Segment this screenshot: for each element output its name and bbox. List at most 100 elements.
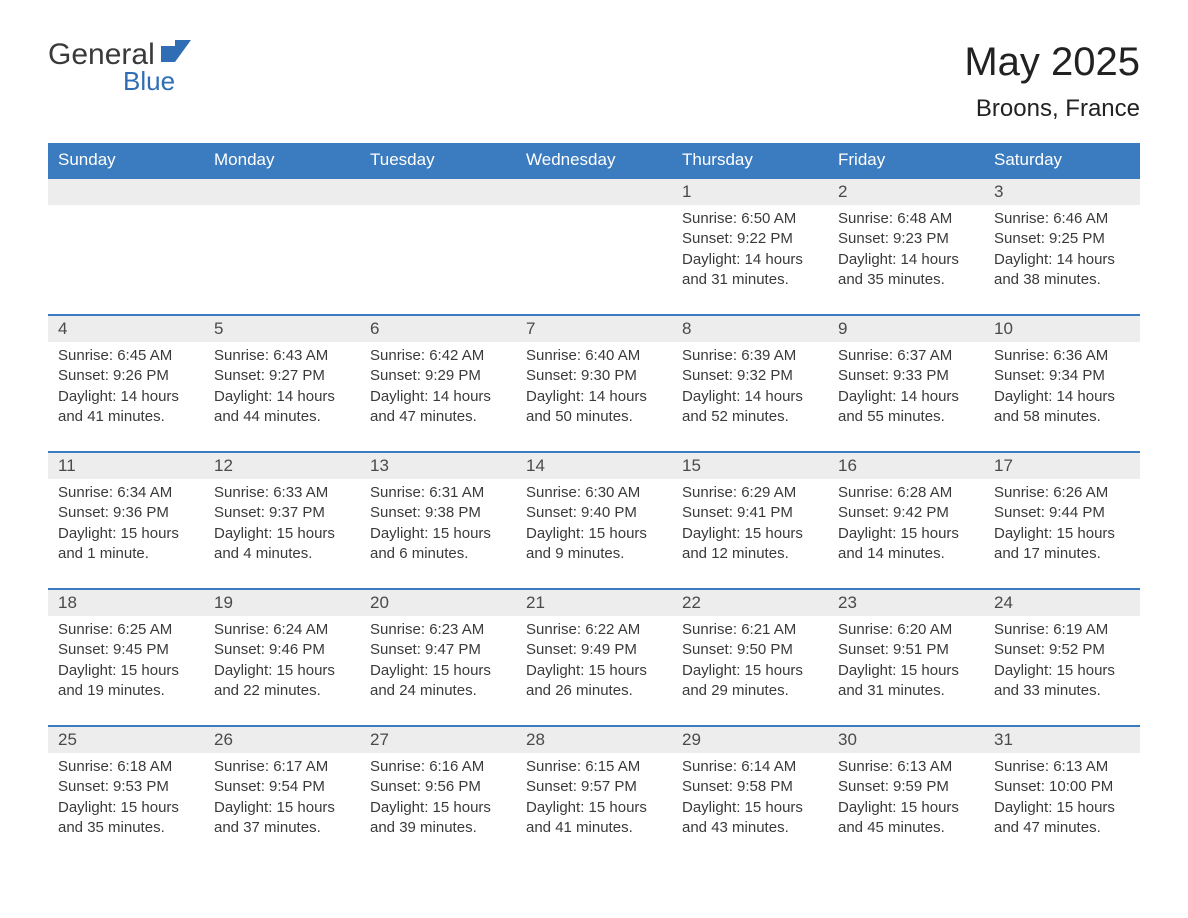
calendar-day-cell: 18Sunrise: 6:25 AMSunset: 9:45 PMDayligh… bbox=[48, 588, 204, 725]
sunset-line: Sunset: 9:49 PM bbox=[526, 640, 662, 660]
calendar-header-row: SundayMondayTuesdayWednesdayThursdayFrid… bbox=[48, 143, 1140, 177]
daylight-line: Daylight: 15 hours and 4 minutes. bbox=[214, 524, 350, 565]
calendar-day-cell: 14Sunrise: 6:30 AMSunset: 9:40 PMDayligh… bbox=[516, 451, 672, 588]
sunrise-line: Sunrise: 6:30 AM bbox=[526, 483, 662, 503]
day-number: 1 bbox=[672, 179, 828, 205]
day-content: Sunrise: 6:20 AMSunset: 9:51 PMDaylight:… bbox=[828, 620, 984, 701]
calendar-day-cell: 16 Sunrise: 6:28 AMSunset: 9:42 PMDayligh… bbox=[828, 451, 984, 588]
sunset-line: Sunset: 9:38 PM bbox=[370, 503, 506, 523]
sunrise-line: Sunrise: 6:21 AM bbox=[682, 620, 818, 640]
daylight-line: Daylight: 15 hours and 33 minutes. bbox=[994, 661, 1130, 702]
daylight-line: Daylight: 14 hours and 31 minutes. bbox=[682, 250, 818, 291]
sunset-line: Sunset: 9:59 PM bbox=[838, 777, 974, 797]
day-content: Sunrise: 6:15 AMSunset: 9:57 PMDaylight:… bbox=[516, 757, 672, 838]
sunrise-line: Sunrise: 6:18 AM bbox=[58, 757, 194, 777]
day-content: Sunrise: 6:30 AMSunset: 9:40 PMDaylight:… bbox=[516, 483, 672, 564]
calendar-day-cell: 28 Sunrise: 6:15 AMSunset: 9:57 PMDayligh… bbox=[516, 725, 672, 862]
sunset-line: Sunset: 9:23 PM bbox=[838, 229, 974, 249]
sunset-line: Sunset: 9:37 PM bbox=[214, 503, 350, 523]
sunrise-line: Sunrise: 6:16 AM bbox=[370, 757, 506, 777]
daylight-line: Daylight: 15 hours and 14 minutes. bbox=[838, 524, 974, 565]
sunset-line: Sunset: 9:26 PM bbox=[58, 366, 194, 386]
day-content: Sunrise: 6:50 AMSunset: 9:22 PMDaylight:… bbox=[672, 209, 828, 290]
sunset-line: Sunset: 9:57 PM bbox=[526, 777, 662, 797]
weekday-header: Tuesday bbox=[360, 143, 516, 177]
day-content: Sunrise: 6:48 AMSunset: 9:23 PMDaylight:… bbox=[828, 209, 984, 290]
sunset-line: Sunset: 9:51 PM bbox=[838, 640, 974, 660]
calendar-day-cell: 24Sunrise: 6:19 AMSunset: 9:52 PMDayligh… bbox=[984, 588, 1140, 725]
weekday-header: Friday bbox=[828, 143, 984, 177]
sunset-line: Sunset: 9:42 PM bbox=[838, 503, 974, 523]
sunrise-line: Sunrise: 6:45 AM bbox=[58, 346, 194, 366]
daylight-line: Daylight: 15 hours and 26 minutes. bbox=[526, 661, 662, 702]
calendar-empty-cell bbox=[204, 177, 360, 314]
sunrise-line: Sunrise: 6:31 AM bbox=[370, 483, 506, 503]
daylight-line: Daylight: 15 hours and 19 minutes. bbox=[58, 661, 194, 702]
sunset-line: Sunset: 9:54 PM bbox=[214, 777, 350, 797]
day-number: 21 bbox=[516, 590, 672, 616]
day-content: Sunrise: 6:31 AMSunset: 9:38 PMDaylight:… bbox=[360, 483, 516, 564]
sunrise-line: Sunrise: 6:36 AM bbox=[994, 346, 1130, 366]
brand-logo: General Blue bbox=[48, 40, 191, 97]
sunset-line: Sunset: 9:25 PM bbox=[994, 229, 1130, 249]
calendar-day-cell: 21 Sunrise: 6:22 AMSunset: 9:49 PMDayligh… bbox=[516, 588, 672, 725]
sunrise-line: Sunrise: 6:15 AM bbox=[526, 757, 662, 777]
day-number-bar bbox=[48, 179, 204, 205]
brand-name-part2: Blue bbox=[123, 66, 191, 97]
calendar-day-cell: 23 Sunrise: 6:20 AMSunset: 9:51 PMDayligh… bbox=[828, 588, 984, 725]
sunset-line: Sunset: 9:33 PM bbox=[838, 366, 974, 386]
day-content: Sunrise: 6:22 AMSunset: 9:49 PMDaylight:… bbox=[516, 620, 672, 701]
daylight-line: Daylight: 15 hours and 17 minutes. bbox=[994, 524, 1130, 565]
day-number: 17 bbox=[984, 453, 1140, 479]
day-number: 16 bbox=[828, 453, 984, 479]
day-content: Sunrise: 6:29 AMSunset: 9:41 PMDaylight:… bbox=[672, 483, 828, 564]
sunrise-line: Sunrise: 6:13 AM bbox=[994, 757, 1130, 777]
daylight-line: Daylight: 14 hours and 41 minutes. bbox=[58, 387, 194, 428]
day-content: Sunrise: 6:42 AMSunset: 9:29 PMDaylight:… bbox=[360, 346, 516, 427]
weekday-header: Sunday bbox=[48, 143, 204, 177]
sunset-line: Sunset: 9:44 PM bbox=[994, 503, 1130, 523]
day-number: 15 bbox=[672, 453, 828, 479]
calendar-day-cell: 3 Sunrise: 6:46 AMSunset: 9:25 PMDaylight… bbox=[984, 177, 1140, 314]
daylight-line: Daylight: 14 hours and 52 minutes. bbox=[682, 387, 818, 428]
day-content: Sunrise: 6:28 AMSunset: 9:42 PMDaylight:… bbox=[828, 483, 984, 564]
daylight-line: Daylight: 14 hours and 55 minutes. bbox=[838, 387, 974, 428]
day-number: 10 bbox=[984, 316, 1140, 342]
day-content: Sunrise: 6:14 AMSunset: 9:58 PMDaylight:… bbox=[672, 757, 828, 838]
sunrise-line: Sunrise: 6:39 AM bbox=[682, 346, 818, 366]
calendar-day-cell: 4Sunrise: 6:45 AMSunset: 9:26 PMDaylight… bbox=[48, 314, 204, 451]
sunset-line: Sunset: 9:58 PM bbox=[682, 777, 818, 797]
daylight-line: Daylight: 14 hours and 47 minutes. bbox=[370, 387, 506, 428]
day-number: 6 bbox=[360, 316, 516, 342]
daylight-line: Daylight: 15 hours and 43 minutes. bbox=[682, 798, 818, 839]
day-content: Sunrise: 6:19 AMSunset: 9:52 PMDaylight:… bbox=[984, 620, 1140, 701]
day-content: Sunrise: 6:17 AMSunset: 9:54 PMDaylight:… bbox=[204, 757, 360, 838]
sunrise-line: Sunrise: 6:29 AM bbox=[682, 483, 818, 503]
calendar-day-cell: 26Sunrise: 6:17 AMSunset: 9:54 PMDayligh… bbox=[204, 725, 360, 862]
day-number: 13 bbox=[360, 453, 516, 479]
day-number: 28 bbox=[516, 727, 672, 753]
daylight-line: Daylight: 15 hours and 47 minutes. bbox=[994, 798, 1130, 839]
daylight-line: Daylight: 15 hours and 22 minutes. bbox=[214, 661, 350, 702]
day-content: Sunrise: 6:46 AMSunset: 9:25 PMDaylight:… bbox=[984, 209, 1140, 290]
daylight-line: Daylight: 15 hours and 37 minutes. bbox=[214, 798, 350, 839]
day-number-bar bbox=[516, 179, 672, 205]
calendar-day-cell: 6 Sunrise: 6:42 AMSunset: 9:29 PMDaylight… bbox=[360, 314, 516, 451]
sunset-line: Sunset: 9:40 PM bbox=[526, 503, 662, 523]
sunrise-line: Sunrise: 6:17 AM bbox=[214, 757, 350, 777]
page-header: General Blue May 2025 Broons, France bbox=[48, 40, 1140, 123]
weekday-header: Saturday bbox=[984, 143, 1140, 177]
day-content: Sunrise: 6:45 AMSunset: 9:26 PMDaylight:… bbox=[48, 346, 204, 427]
day-number: 3 bbox=[984, 179, 1140, 205]
sunrise-line: Sunrise: 6:14 AM bbox=[682, 757, 818, 777]
title-block: May 2025 Broons, France bbox=[964, 40, 1140, 123]
day-number: 23 bbox=[828, 590, 984, 616]
calendar-day-cell: 31Sunrise: 6:13 AMSunset: 10:00 PMDaylig… bbox=[984, 725, 1140, 862]
calendar-day-cell: 7Sunrise: 6:40 AMSunset: 9:30 PMDaylight… bbox=[516, 314, 672, 451]
daylight-line: Daylight: 14 hours and 58 minutes. bbox=[994, 387, 1130, 428]
day-content: Sunrise: 6:13 AMSunset: 10:00 PMDaylight… bbox=[984, 757, 1140, 838]
sunrise-line: Sunrise: 6:48 AM bbox=[838, 209, 974, 229]
day-content: Sunrise: 6:18 AMSunset: 9:53 PMDaylight:… bbox=[48, 757, 204, 838]
sunset-line: Sunset: 9:34 PM bbox=[994, 366, 1130, 386]
calendar-day-cell: 20Sunrise: 6:23 AMSunset: 9:47 PMDayligh… bbox=[360, 588, 516, 725]
